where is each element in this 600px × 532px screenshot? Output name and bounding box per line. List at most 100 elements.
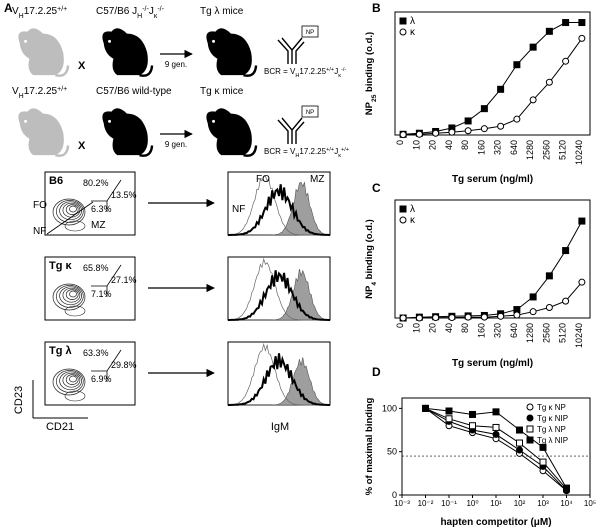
- data-point: [539, 443, 547, 451]
- x-tick-label: 10⁰: [466, 499, 478, 508]
- population-label: NF: [33, 226, 46, 237]
- legend-label: λ: [410, 16, 415, 27]
- legend-label: κ: [410, 27, 416, 38]
- legend-label: λ: [410, 204, 415, 215]
- text-part: 17.2.25: [299, 147, 326, 156]
- histogram-curve: [228, 357, 331, 406]
- text-part: binding (o.d.): [364, 219, 375, 282]
- x-tick-label: 2560: [541, 140, 551, 160]
- data-point: [516, 446, 523, 454]
- data-point: [492, 423, 500, 431]
- legend-marker: [526, 414, 534, 422]
- histogram-curve: [228, 181, 331, 236]
- series-line: [403, 38, 583, 136]
- x-tick-label: 160: [476, 140, 486, 155]
- text-part: C57/B6 J: [96, 6, 137, 17]
- data-point: [529, 43, 537, 51]
- y-tick-label: 100: [382, 403, 397, 413]
- data-point: [497, 122, 505, 130]
- panel-label: D: [372, 365, 381, 379]
- data-point: [432, 129, 440, 137]
- data-point: [563, 484, 570, 492]
- data-point: [529, 308, 537, 316]
- antigen-box: [301, 25, 319, 38]
- x-tick-label: 10²: [514, 499, 526, 508]
- data-point: [578, 217, 586, 225]
- histogram-curve: [227, 343, 330, 406]
- contour: [55, 200, 84, 223]
- text-part: 17.2.25: [24, 6, 58, 17]
- legend-label: Tg λ NP: [537, 425, 566, 434]
- data-point: [480, 313, 488, 321]
- text-part: -/-: [341, 67, 346, 73]
- data-point: [562, 57, 570, 65]
- data-point: [464, 127, 472, 135]
- data-point: [445, 415, 453, 423]
- bcr-label: BCR = VH17.2.25+/+Jκ+/+: [264, 147, 349, 159]
- y-axis-label: % of maximal binding: [364, 397, 375, 495]
- population-label: MZ: [91, 220, 105, 231]
- data-point: [578, 34, 586, 42]
- text-part: J: [149, 6, 154, 17]
- data-point: [399, 131, 407, 139]
- data-point: [445, 407, 453, 415]
- text-part: V: [12, 86, 19, 97]
- legend-marker: [526, 436, 534, 444]
- data-point: [480, 125, 488, 133]
- x-tick-label: 80: [460, 140, 470, 150]
- axis-label: IgM: [271, 421, 289, 433]
- parent-label: C57/B6 wild-type: [96, 86, 172, 97]
- offspring-label: Tg κ mice: [200, 86, 244, 97]
- bcr-label: BCR = VH17.2.25+/+Jκ-/-: [264, 67, 346, 79]
- text-part: +/+: [341, 147, 349, 153]
- axis-label: CD21: [46, 421, 74, 433]
- x-tick-label: 10⁵: [584, 499, 596, 508]
- gate-percent: 63.3%: [83, 348, 109, 358]
- data-point: [497, 312, 505, 320]
- x-tick-label: 10240: [574, 323, 584, 348]
- contour: [52, 283, 86, 311]
- antibody: [277, 37, 305, 64]
- x-tick-label: 320: [493, 140, 503, 155]
- data-point: [422, 404, 429, 412]
- gate-percent: 27.1%: [111, 275, 137, 285]
- text-part: C57/B6 wild-type: [96, 86, 172, 97]
- series-line: [403, 22, 582, 135]
- gate-percent: 6.3%: [91, 204, 112, 214]
- gate: [91, 179, 122, 212]
- contour: [65, 289, 79, 300]
- x-tick-label: 0: [395, 323, 405, 328]
- data-point: [545, 78, 553, 86]
- cross-symbol: X: [78, 60, 86, 72]
- gate: [91, 264, 122, 297]
- sample-label: Tg λ: [49, 345, 72, 357]
- text-part: +/+: [326, 147, 334, 153]
- text-part: +/+: [326, 67, 334, 73]
- histogram-curve: [227, 175, 330, 236]
- mouse-icon: [17, 107, 70, 157]
- text-part: H: [19, 93, 24, 100]
- mouse-icon: [205, 107, 258, 157]
- plot-frame: [394, 199, 591, 319]
- contour: [69, 290, 77, 298]
- text-part: 17.2.25: [299, 67, 326, 76]
- data-point: [497, 85, 505, 93]
- text-part: κ: [338, 73, 341, 79]
- contour: [69, 375, 77, 383]
- data-point: [480, 105, 488, 113]
- contour: [62, 287, 81, 303]
- text-part: binding (o.d.): [364, 32, 375, 95]
- data-point: [469, 422, 476, 430]
- mouse-icon: [101, 27, 154, 77]
- sample-label: B6: [49, 175, 63, 187]
- contour: [65, 374, 79, 385]
- text-part: H: [19, 13, 24, 20]
- x-tick-label: 10: [411, 323, 421, 333]
- data-point: [464, 313, 472, 321]
- contour: [59, 286, 82, 306]
- data-point: [415, 130, 423, 138]
- data-point: [529, 293, 537, 301]
- legend-marker: [526, 425, 534, 433]
- x-tick-label: 10³: [537, 499, 549, 508]
- contour: [62, 372, 81, 388]
